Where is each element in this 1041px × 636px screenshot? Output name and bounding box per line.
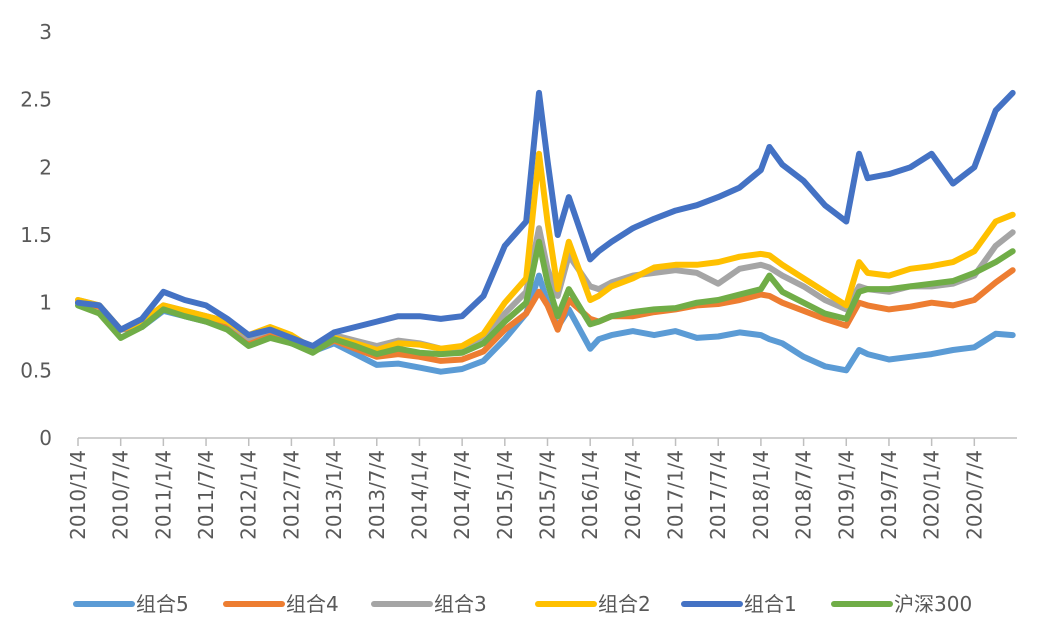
x-tick-label: 2012/1/4 [237, 450, 261, 540]
series-line-5 [75, 89, 1016, 349]
legend: 组合5 组合4 组合3 组合2 组合1 沪深300 [73, 592, 972, 616]
x-tick-label: 2018/1/4 [749, 450, 773, 540]
y-tick-label: 1 [39, 291, 52, 315]
x-tick-label: 2019/1/4 [834, 450, 858, 540]
x-axis-ticks [77, 438, 976, 446]
legend-label: 组合5 [136, 592, 189, 616]
x-axis-labels: 2010/1/4 2010/7/4 2011/1/4 2011/7/4 2012/1/4… [66, 450, 986, 540]
x-tick-label: 2011/1/4 [151, 450, 175, 540]
x-tick-label: 2018/7/4 [792, 450, 816, 540]
x-tick-label: 2020/7/4 [962, 450, 986, 540]
x-tick-label: 2019/7/4 [877, 450, 901, 540]
x-tick-label: 2016/7/4 [621, 450, 645, 540]
x-tick-label: 2010/7/4 [109, 450, 133, 540]
legend-label: 组合3 [434, 592, 487, 616]
x-tick-label: 2014/7/4 [450, 450, 474, 540]
legend-label: 组合2 [598, 592, 651, 616]
x-tick-label: 2017/1/4 [664, 450, 688, 540]
y-tick-label: 0.5 [20, 358, 52, 382]
x-tick-label: 2011/7/4 [194, 450, 218, 540]
legend-label: 组合1 [744, 592, 797, 616]
y-tick-label: 1.5 [20, 223, 52, 247]
x-tick-label: 2015/7/4 [536, 450, 560, 540]
x-tick-label: 2015/1/4 [493, 450, 517, 540]
x-tick-label: 2010/1/4 [66, 450, 90, 540]
x-tick-label: 2013/7/4 [365, 450, 389, 540]
series-lines [75, 89, 1016, 375]
x-tick-label: 2017/7/4 [706, 450, 730, 540]
y-tick-label: 2 [39, 155, 52, 179]
y-tick-label: 3 [39, 20, 52, 44]
x-tick-label: 2016/1/4 [578, 450, 602, 540]
y-tick-label: 0 [39, 426, 52, 450]
x-tick-label: 2012/7/4 [279, 450, 303, 540]
y-tick-label: 2.5 [20, 88, 52, 112]
legend-label: 沪深300 [894, 592, 972, 616]
x-tick-label: 2020/1/4 [920, 450, 944, 540]
x-tick-label: 2013/1/4 [322, 450, 346, 540]
legend-label: 组合4 [286, 592, 339, 616]
series-line-6 [75, 238, 1016, 358]
y-axis-labels: 0 0.5 1 1.5 2 2.5 3 [20, 20, 52, 450]
x-tick-label: 2014/1/4 [407, 450, 431, 540]
